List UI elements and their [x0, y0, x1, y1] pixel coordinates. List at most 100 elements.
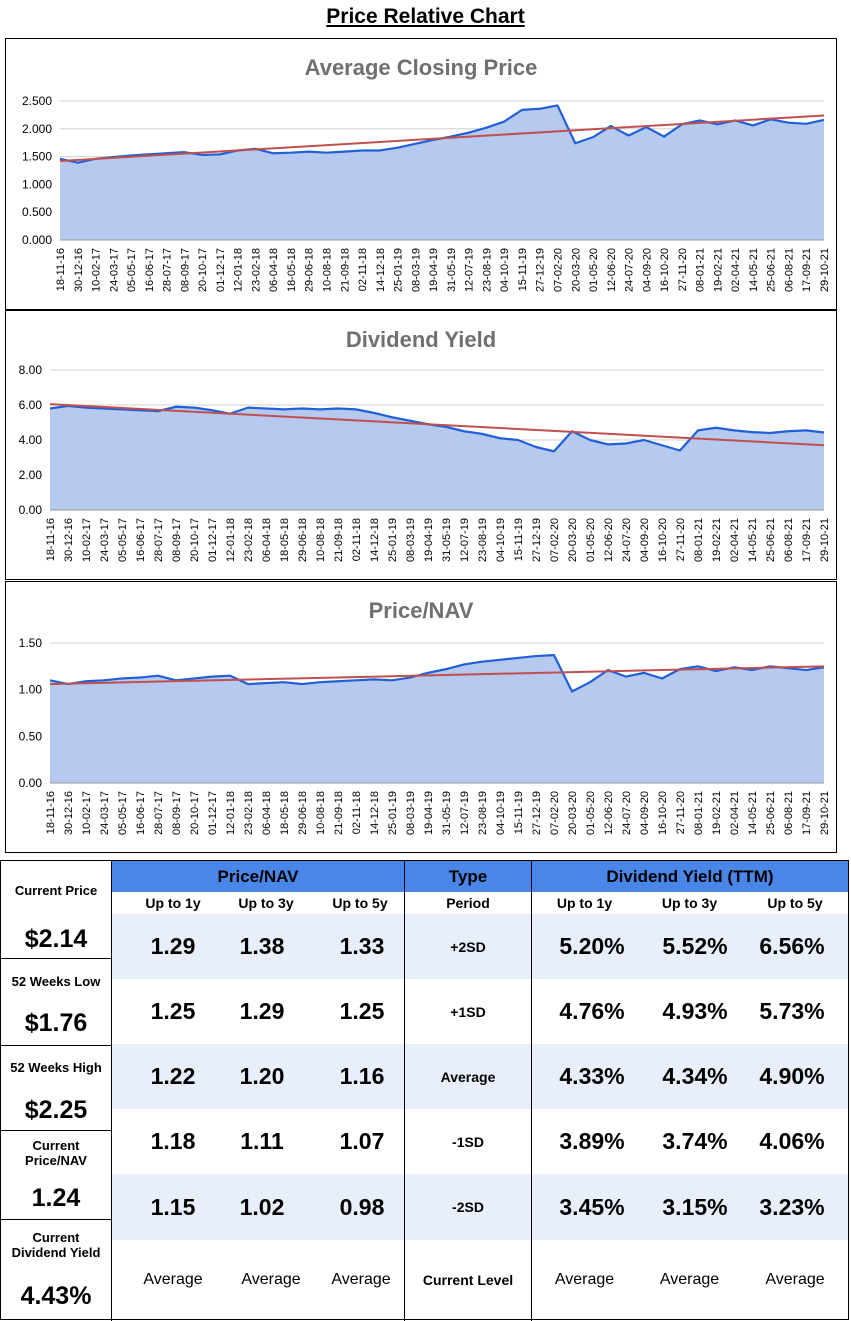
series-area	[50, 655, 824, 783]
dy-m1sd-5y: 4.06%	[759, 1128, 825, 1154]
pnav-sub-1y: Up to 1y	[145, 895, 201, 911]
x-tick-label: 04-09-20	[639, 518, 651, 562]
x-tick-label: 02-11-18	[351, 518, 363, 561]
valuation-stats-table: Current Price $2.14 52 Weeks Low $1.76 5…	[0, 860, 849, 1321]
dy-avg-1y: 4.33%	[559, 1063, 625, 1089]
chart-svg: Price/NAV 0.00 0.50 1.00 1.50 18-11-16 30-12-1…	[19, 598, 831, 835]
x-tick-label: 29-06-18	[304, 248, 316, 292]
series-area	[50, 405, 824, 510]
x-tick-label: 15-11-19	[513, 518, 525, 561]
x-tick-label: 12-01-18	[225, 518, 237, 562]
x-tick-label: 25-06-21	[765, 791, 777, 835]
dy-m2sd-3y: 3.15%	[662, 1193, 728, 1220]
dy-m2sd-1y: 3.45%	[559, 1193, 625, 1220]
x-tick-label: 08-03-19	[410, 248, 422, 292]
pnav-m1sd-5y: 1.07	[339, 1128, 385, 1154]
x-tick-label: 12-06-20	[603, 791, 615, 835]
dy-1sd-5y: 5.73%	[759, 998, 825, 1024]
x-tick-label: 08-03-19	[405, 791, 417, 835]
current-price-nav-label: Current Price/NAV	[25, 1138, 87, 1168]
x-tick-label: 28-07-17	[153, 518, 165, 562]
x-tick-label: 24-03-17	[99, 791, 111, 835]
x-tick-label: 28-07-17	[162, 248, 174, 292]
y-tick-label: 2.500	[22, 94, 52, 108]
x-tick-label: 10-08-18	[315, 791, 327, 835]
dy-sub-1y: Up to 1y	[556, 895, 613, 911]
x-tick-label: 18-05-18	[279, 518, 291, 562]
trend-line	[49, 403, 825, 447]
pnav-sub-5y: Up to 5y	[332, 895, 388, 911]
x-tick-label: 17-09-21	[801, 518, 813, 562]
x-tick-label: 21-09-18	[333, 791, 345, 835]
x-tick-label: 04-10-19	[495, 518, 507, 562]
x-tick-label: 12-07-19	[459, 518, 471, 562]
x-tick-label: 15-11-19	[517, 248, 529, 291]
chart-title: Price/NAV	[369, 598, 474, 623]
x-tick-label: 01-05-20	[588, 248, 600, 292]
x-tick-label: 25-01-19	[393, 248, 405, 292]
x-tick-label: 02-11-18	[357, 248, 369, 291]
dy-sub-3y: Up to 3y	[661, 895, 718, 911]
x-tick-label: 10-02-17	[81, 791, 93, 835]
x-tick-label: 27-12-19	[531, 518, 543, 562]
x-tick-label: 04-09-20	[641, 248, 653, 292]
x-tick-label: 05-05-17	[126, 248, 138, 292]
x-tick-label: 08-09-17	[171, 518, 183, 562]
chart-title: Average Closing Price	[305, 55, 538, 80]
52-weeks-high-label: 52 Weeks High	[10, 1059, 102, 1075]
y-tick-label: 2.000	[22, 122, 52, 136]
x-tick-label: 23-02-18	[243, 791, 255, 835]
x-tick-label: 23-02-18	[243, 518, 255, 562]
pnav-m2sd-1y: 1.15	[150, 1193, 196, 1220]
current-price-nav-value: 1.24	[31, 1183, 81, 1212]
x-tick-label: 24-07-20	[624, 248, 636, 292]
x-tick-label: 04-10-19	[495, 791, 507, 835]
dy-2sd-1y: 5.20%	[559, 933, 625, 959]
y-tick-label: 4.00	[19, 433, 43, 447]
y-tick-label: 0.500	[22, 205, 52, 219]
type-minus-2sd: -2SD	[452, 1199, 484, 1215]
x-tick-label: 16-06-17	[144, 248, 156, 292]
x-tick-label: 12-01-18	[233, 248, 245, 292]
type-average: Average	[440, 1068, 496, 1085]
x-tick-label: 01-12-17	[215, 248, 227, 292]
x-tick-label: 31-05-19	[446, 248, 458, 292]
x-tick-label: 27-11-20	[675, 791, 687, 834]
x-tick-label: 21-09-18	[339, 248, 351, 292]
x-tick-label: 23-02-18	[250, 248, 262, 292]
x-tick-label: 19-02-21	[712, 248, 724, 292]
y-tick-label: 0.000	[22, 233, 52, 247]
dy-footer-1y: Average	[554, 1271, 615, 1288]
x-tick-label: 19-02-21	[711, 518, 723, 562]
y-tick-label: 1.500	[22, 150, 52, 164]
dy-avg-3y: 4.34%	[662, 1063, 728, 1089]
x-tick-label: 27-12-19	[535, 248, 547, 292]
x-tick-label: 16-06-17	[135, 518, 147, 562]
x-tick-label: 14-05-21	[747, 791, 759, 835]
dy-footer-3y: Average	[659, 1271, 720, 1288]
x-tick-label: 07-02-20	[549, 791, 561, 835]
x-tick-label: 01-12-17	[207, 791, 219, 835]
x-tick-label: 14-12-18	[369, 791, 381, 835]
dy-1sd-3y: 4.93%	[662, 998, 728, 1024]
series-line	[49, 654, 825, 693]
x-tick-label: 10-02-17	[91, 248, 103, 292]
x-tick-label: 14-05-21	[748, 248, 760, 292]
x-tick-label: 08-01-21	[693, 518, 705, 562]
page-title: Price Relative Chart	[326, 5, 525, 28]
x-tick-label: 08-01-21	[693, 791, 705, 835]
x-tick-label: 29-10-21	[819, 791, 831, 835]
dy-1sd-1y: 4.76%	[559, 998, 625, 1024]
dy-m1sd-3y: 3.74%	[662, 1128, 728, 1154]
x-tick-label: 10-08-18	[315, 518, 327, 562]
x-tick-label: 18-05-18	[286, 248, 298, 292]
x-tick-label: 14-12-18	[375, 248, 387, 292]
x-tick-label: 24-07-20	[621, 791, 633, 835]
x-tick-label: 25-01-19	[387, 791, 399, 835]
x-tick-label: 19-04-19	[423, 518, 435, 562]
x-tick-label: 06-08-21	[783, 248, 795, 292]
x-tick-label: 24-07-20	[621, 518, 633, 562]
x-tick-label: 12-01-18	[225, 791, 237, 835]
pnav-footer-3y: Average	[241, 1271, 301, 1288]
x-tick-label: 19-04-19	[423, 791, 435, 835]
